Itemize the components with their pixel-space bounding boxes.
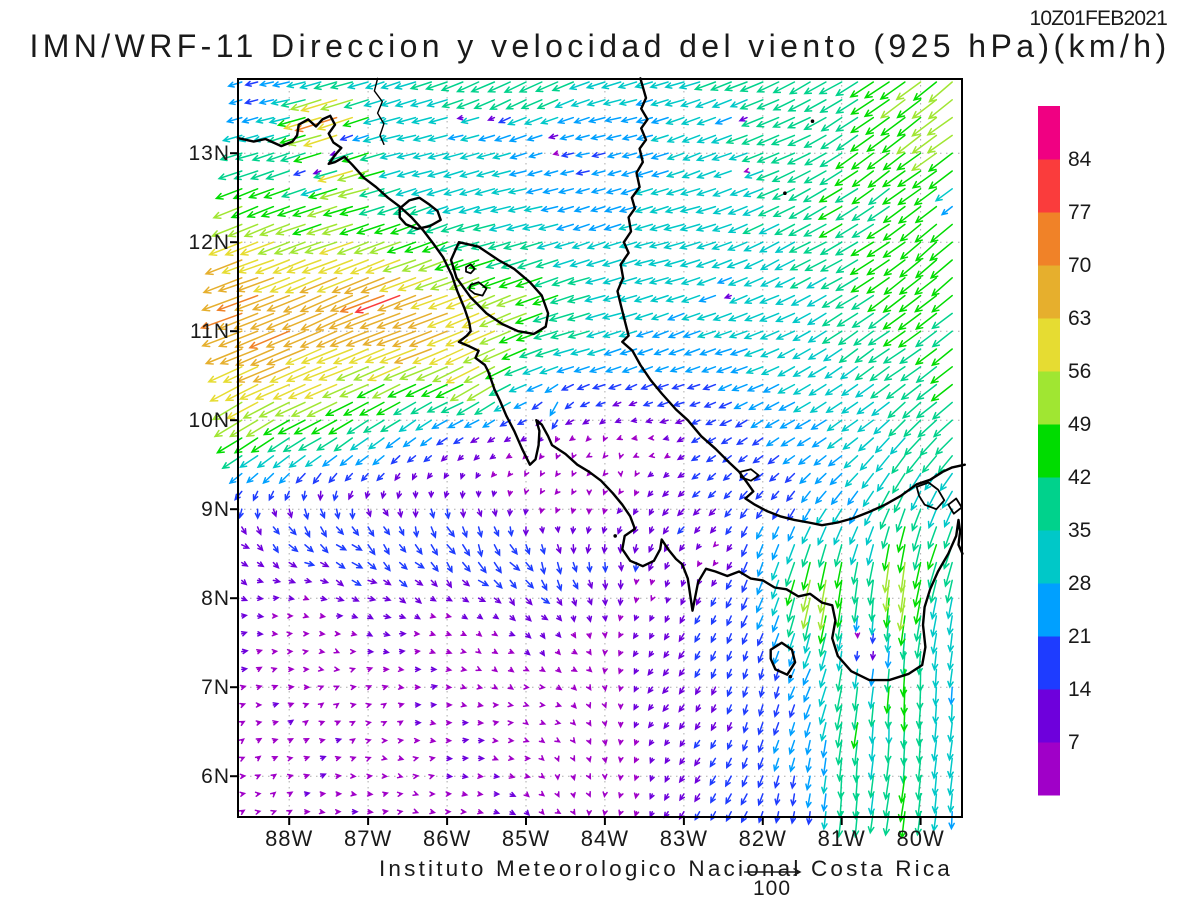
svg-text:IMN/WRF-11 Direccion y velocid: IMN/WRF-11 Direccion y velocidad del vie…	[29, 28, 1170, 64]
svg-text:7: 7	[1068, 731, 1080, 754]
svg-text:56: 56	[1068, 360, 1091, 383]
svg-text:70: 70	[1068, 254, 1091, 277]
svg-text:10Z01FEB2021: 10Z01FEB2021	[1029, 7, 1167, 30]
svg-text:84: 84	[1068, 148, 1092, 171]
svg-text:35: 35	[1068, 519, 1091, 542]
svg-text:6N: 6N	[201, 765, 230, 788]
svg-text:63: 63	[1068, 307, 1091, 330]
svg-text:83W: 83W	[660, 826, 708, 851]
svg-text:9N: 9N	[201, 498, 230, 521]
svg-text:28: 28	[1068, 572, 1091, 595]
svg-text:88W: 88W	[265, 826, 313, 851]
svg-text:77: 77	[1068, 201, 1091, 224]
svg-text:42: 42	[1068, 466, 1091, 489]
svg-text:21: 21	[1068, 625, 1091, 648]
svg-text:100: 100	[753, 877, 791, 900]
svg-text:82W: 82W	[739, 826, 787, 851]
svg-text:10N: 10N	[188, 409, 230, 432]
svg-text:49: 49	[1068, 413, 1091, 436]
svg-text:14: 14	[1068, 678, 1092, 701]
svg-text:8N: 8N	[201, 587, 230, 610]
svg-text:7N: 7N	[201, 676, 230, 699]
svg-text:13N: 13N	[188, 142, 230, 165]
svg-text:11N: 11N	[190, 320, 230, 343]
svg-text:12N: 12N	[188, 231, 230, 254]
svg-text:81W: 81W	[818, 826, 866, 851]
svg-text:Instituto Meteorologico Nacion: Instituto Meteorologico Nacional Costa R…	[379, 856, 953, 881]
svg-text:87W: 87W	[344, 826, 392, 851]
svg-text:84W: 84W	[581, 826, 629, 851]
svg-text:85W: 85W	[502, 826, 550, 851]
svg-text:86W: 86W	[423, 826, 471, 851]
svg-text:80W: 80W	[896, 826, 944, 851]
